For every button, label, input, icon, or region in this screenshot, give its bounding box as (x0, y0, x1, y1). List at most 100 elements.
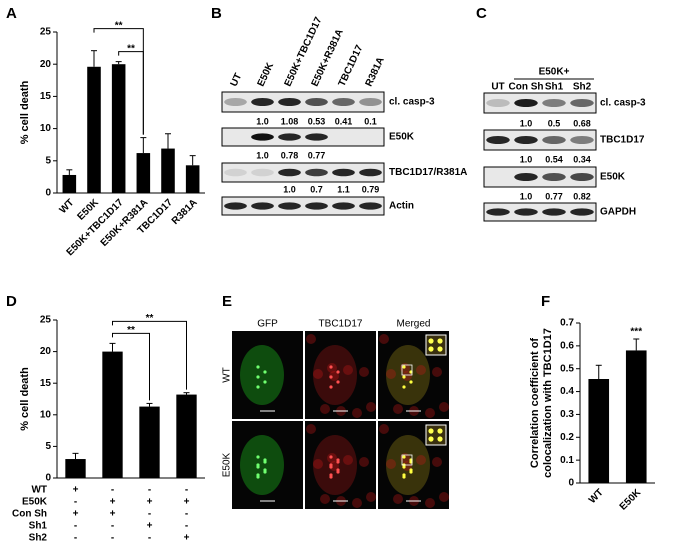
cell-speckle (320, 404, 330, 414)
puncta (256, 473, 260, 477)
blot-band (542, 208, 566, 216)
blot-strip (221, 91, 385, 113)
significance-bracket (112, 332, 150, 401)
y-tick-label: 0.2 (560, 432, 574, 443)
x-tick-label: WT (58, 197, 77, 216)
bar (185, 165, 200, 193)
y-tick-label: 25 (40, 315, 52, 326)
column-label: Merged (397, 319, 431, 330)
puncta (329, 455, 333, 459)
blot-band (570, 208, 594, 216)
puncta (256, 365, 260, 369)
cell-speckle (386, 369, 396, 379)
bar (176, 394, 197, 478)
condition-cell: - (111, 521, 114, 532)
blot-band (514, 173, 538, 181)
cell-speckle (352, 408, 362, 418)
condition-cell: - (185, 485, 188, 496)
cell (313, 435, 357, 495)
blot-band (305, 98, 328, 106)
y-tick-label: 5 (45, 441, 51, 452)
cell-speckle (425, 498, 435, 508)
lane-label: E50K (256, 60, 277, 88)
blot-band (486, 99, 510, 107)
blot-band (332, 202, 355, 210)
cell-speckle (432, 367, 442, 377)
y-tick-label: 0.1 (560, 455, 574, 466)
lane-label: R381A (364, 56, 387, 89)
blot-band (305, 202, 328, 210)
blot-band (332, 98, 355, 106)
quant-label: 0.68 (573, 118, 591, 128)
puncta (263, 370, 267, 374)
inset-puncta (437, 436, 443, 442)
significance-bracket (118, 51, 144, 135)
lane-label: Sh1 (545, 82, 564, 93)
cell-speckle (313, 369, 323, 379)
puncta (402, 473, 406, 477)
column-label: GFP (257, 319, 278, 330)
y-tick-label: 5 (45, 155, 51, 166)
cell (313, 345, 357, 405)
blot-band (251, 168, 274, 177)
condition-cell: + (73, 485, 79, 496)
cell-speckle (379, 424, 389, 434)
cell-speckle (416, 455, 426, 465)
cell-speckle (416, 365, 426, 375)
panel-label: A (6, 5, 17, 22)
lane-label: UT (229, 72, 245, 89)
condition-label: Sh2 (29, 533, 48, 542)
bar (65, 459, 86, 478)
quant-label: 0.79 (362, 184, 380, 194)
quant-label: 1.0 (520, 191, 533, 201)
blot-band (224, 98, 247, 106)
condition-cell: - (111, 485, 114, 496)
puncta (336, 458, 340, 462)
cell-speckle (386, 459, 396, 469)
cell-speckle (313, 459, 323, 469)
quant-label: 0.41 (335, 116, 353, 126)
bar (111, 64, 126, 193)
blot-band (278, 133, 301, 141)
cell-speckle (359, 457, 369, 467)
quant-label: 0.77 (308, 150, 326, 160)
blot-row-label: TBC1D17 (600, 135, 645, 146)
blot-row-label: cl. casp-3 (600, 98, 646, 109)
micrograph-tile (232, 421, 303, 509)
inset-puncta (428, 338, 434, 344)
quant-label: 0.34 (573, 154, 591, 164)
blot-row-label: TBC1D17/R381A (389, 167, 467, 178)
puncta (256, 385, 260, 389)
blot-strip (483, 166, 597, 188)
puncta (256, 375, 260, 379)
puncta (263, 458, 267, 462)
condition-label: WT (31, 485, 47, 496)
lane-label: Con Sh (509, 82, 544, 93)
inset-puncta (428, 346, 434, 352)
puncta (402, 385, 406, 389)
cell-speckle (343, 455, 353, 465)
quant-label: 1.1 (337, 184, 350, 194)
blot-strip (221, 127, 385, 147)
y-tick-label: 20 (40, 59, 52, 70)
quant-label: 1.0 (256, 116, 269, 126)
y-axis-label: % cell death (19, 80, 31, 144)
cell-speckle (366, 492, 376, 502)
x-tick-label: E50K (618, 487, 644, 513)
bar (588, 379, 610, 483)
cell-speckle (379, 334, 389, 344)
cell (240, 435, 284, 495)
row-label: WT (222, 367, 233, 383)
y-tick-label: 20 (40, 346, 52, 357)
puncta (402, 455, 406, 459)
panel-label: E (222, 293, 232, 310)
y-tick-label: 0 (45, 188, 51, 199)
lane-label: UT (491, 82, 504, 93)
condition-cell: + (184, 497, 190, 508)
y-axis-label: Correlation coefficient of (529, 338, 541, 469)
blot-band (251, 133, 274, 141)
cell-speckle (306, 424, 316, 434)
puncta (329, 385, 333, 389)
quant-label: 1.0 (520, 118, 533, 128)
